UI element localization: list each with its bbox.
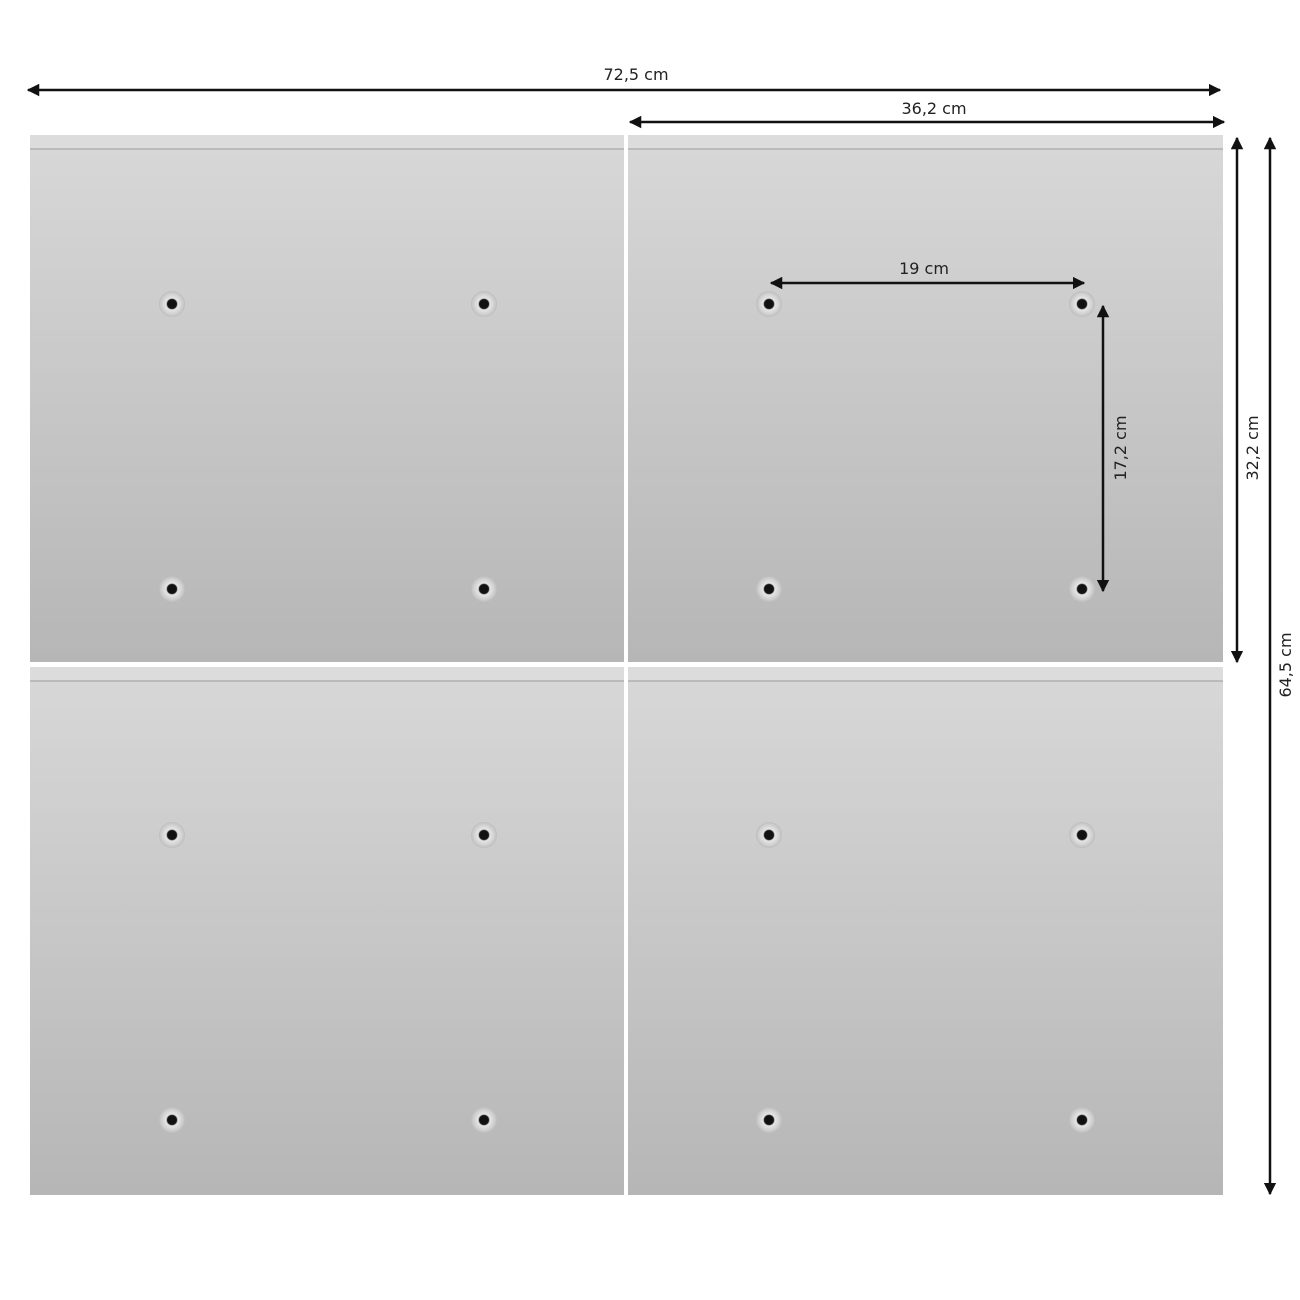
dimension-total-width: 72,5 cm [26,65,1222,97]
panel-top-right [628,135,1223,662]
mounting-hole [159,1107,185,1133]
mounting-hole [159,576,185,602]
total-height-label: 64,5 cm [1276,632,1295,697]
mounting-hole [159,822,185,848]
dimension-panel-width: 36,2 cm [628,99,1226,129]
mounting-hole [1069,1107,1095,1133]
dimension-total-height: 64,5 cm [1263,136,1295,1196]
panel-top-edge [30,667,624,681]
mounting-hole [1069,291,1095,317]
panel-height-label: 32,2 cm [1243,415,1262,480]
mounting-hole [471,822,497,848]
total-width-label: 72,5 cm [603,65,668,84]
hole-spacing-horizontal-label: 19 cm [899,259,949,278]
hole-spacing-vertical-label: 17,2 cm [1111,415,1130,480]
mounting-hole [756,822,782,848]
panel-top-left [30,135,624,662]
mounting-hole [471,1107,497,1133]
panel-top-edge [628,135,1223,149]
panel-bottom-right [628,667,1223,1195]
panel-top-edge [628,667,1223,681]
panel-width-label: 36,2 cm [901,99,966,118]
mounting-hole [756,576,782,602]
mounting-hole [471,576,497,602]
mounting-hole [159,291,185,317]
mounting-hole [756,291,782,317]
mounting-hole [756,1107,782,1133]
mounting-hole [1069,822,1095,848]
panel-bottom-left [30,667,624,1195]
mounting-hole [471,291,497,317]
dimension-hole-spacing-horizontal: 19 cm [769,259,1086,290]
dimension-hole-spacing-vertical: 17,2 cm [1096,304,1130,593]
mounting-hole [1069,576,1095,602]
dimension-panel-height: 32,2 cm [1230,136,1262,664]
panel-top-edge [30,135,624,149]
